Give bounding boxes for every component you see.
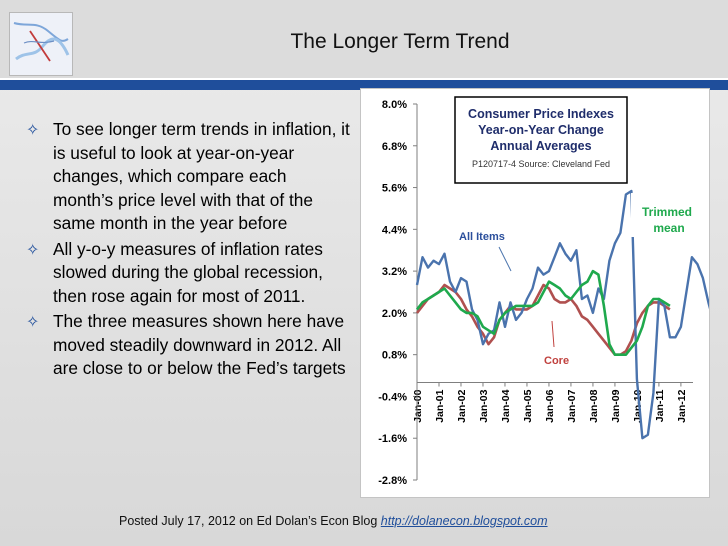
bullet-text: The three measures shown here have moved… xyxy=(53,311,346,378)
y-tick-label: -0.4% xyxy=(378,391,407,403)
diamond-star-icon: ✧ xyxy=(26,122,40,139)
series-all-items xyxy=(415,189,716,440)
footer-text: Posted July 17, 2012 on Ed Dolan’s Econ … xyxy=(119,514,378,528)
x-tick-label: Jan-08 xyxy=(588,389,600,422)
x-axis-ticks: Jan-00 Jan-01 Jan-02 Jan-03 Jan-04 Jan-05 Jan-… xyxy=(412,382,688,423)
y-tick-label: 2.0% xyxy=(382,308,407,320)
diamond-star-icon: ✧ xyxy=(26,314,40,331)
chart-subtitle: Year-on-Year Change xyxy=(478,123,604,137)
slide-header xyxy=(0,0,728,80)
chart-title: Consumer Price Indexes xyxy=(468,107,614,121)
core-pointer xyxy=(551,320,555,348)
series-trimmed-mean xyxy=(415,269,671,357)
x-tick-label: Jan-04 xyxy=(500,389,512,422)
x-tick-label: Jan-11 xyxy=(654,389,666,422)
x-tick-label: Jan-03 xyxy=(478,389,490,422)
slide-title: The Longer Term Trend xyxy=(290,30,510,53)
bullet-text: To see longer term trends in inflation, … xyxy=(53,119,350,233)
chart-subtitle-2: Annual Averages xyxy=(490,139,591,153)
bullet-item: ✧ To see longer term trends in inflation… xyxy=(26,118,351,236)
bullet-item: ✧ The three measures shown here have mov… xyxy=(26,310,351,381)
y-axis-ticks: 8.0% 6.8% 5.6% 4.4% 3.2% 2.0% 0.8% -0.4% -1.6% -2… xyxy=(378,99,417,487)
label-all-items: All Items xyxy=(459,231,505,243)
map-logo-route xyxy=(29,30,51,62)
x-tick-label: Jan-01 xyxy=(434,389,446,422)
series-core xyxy=(415,283,671,357)
blog-link[interactable]: http://dolanecon.blogspot.com xyxy=(380,514,548,528)
cpi-line-chart: 8.0% 6.8% 5.6% 4.4% 3.2% 2.0% 0.8% -0.4% -1.6% -2… xyxy=(378,96,716,487)
y-tick-label: -1.6% xyxy=(378,433,407,445)
bullet-item: ✧ All y-o-y measures of inflation rates … xyxy=(26,238,351,309)
x-tick-label: Jan-07 xyxy=(566,389,578,422)
y-tick-label: -2.8% xyxy=(378,475,407,487)
footer: Posted July 17, 2012 on Ed Dolan’s Econ … xyxy=(119,514,548,528)
map-logo-coast xyxy=(15,37,70,61)
x-tick-label: Jan-09 xyxy=(610,389,622,422)
y-tick-label: 5.6% xyxy=(382,183,407,195)
all-items-pointer xyxy=(498,246,512,272)
y-tick-label: 4.4% xyxy=(382,224,407,236)
x-tick-label: Jan-00 xyxy=(412,389,424,422)
y-tick-label: 0.8% xyxy=(382,350,407,362)
bullet-list: ✧ To see longer term trends in inflation… xyxy=(26,118,351,381)
y-tick-label: 3.2% xyxy=(382,266,407,278)
series-lines xyxy=(415,189,716,440)
header-rule xyxy=(0,80,728,90)
map-logo-river xyxy=(13,22,69,42)
chart-source-note: P120717-4 Source: Cleveland Fed xyxy=(472,159,610,169)
chart-frame: 8.0% 6.8% 5.6% 4.4% 3.2% 2.0% 0.8% -0.4% -1.6% -2… xyxy=(360,88,716,498)
x-tick-label: Jan-02 xyxy=(456,389,468,422)
x-tick-label: Jan-05 xyxy=(522,389,534,422)
label-mean: mean xyxy=(653,221,684,235)
diamond-star-icon: ✧ xyxy=(26,241,40,259)
x-tick-label: Jan-12 xyxy=(676,389,688,422)
map-logo-graphic xyxy=(10,13,72,75)
y-tick-label: 6.8% xyxy=(382,141,407,153)
y-tick-label: 8.0% xyxy=(382,99,407,111)
x-tick-label: Jan-06 xyxy=(544,389,556,422)
trimmed-label-box xyxy=(631,193,707,237)
map-logo xyxy=(9,12,73,76)
chart-title-box xyxy=(454,96,628,184)
map-logo-border xyxy=(23,40,55,44)
label-trimmed: Trimmed xyxy=(642,205,692,219)
bullet-text: All y-o-y measures of inflation rates sl… xyxy=(53,238,323,306)
label-core: Core xyxy=(544,355,569,367)
